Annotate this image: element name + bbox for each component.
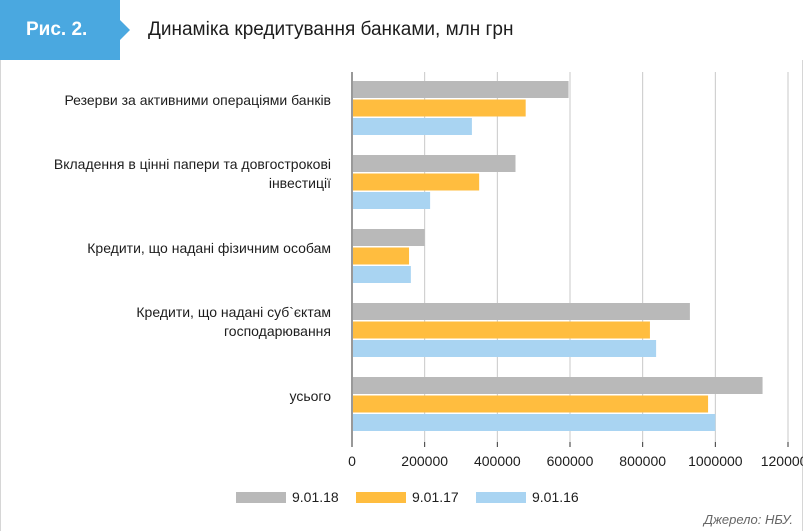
legend-label: 9.01.17 [412, 489, 459, 505]
bar [353, 414, 716, 431]
bar [353, 229, 425, 246]
x-tick-label: 600000 [547, 453, 594, 469]
category-label: Кредити, що надані фізичним особам [87, 239, 331, 256]
figure-header: Рис. 2. Динаміка кредитування банками, м… [0, 0, 803, 60]
bar [353, 118, 472, 135]
x-tick-label: 800000 [619, 453, 666, 469]
legend-label: 9.01.16 [532, 489, 579, 505]
category-label: Вкладення в цінні папери та довгостроков… [53, 156, 331, 191]
bar [353, 247, 410, 265]
bar [353, 303, 690, 320]
legend-item: 9.01.18 [236, 487, 339, 507]
chart-title: Динаміка кредитування банками, млн грн [148, 19, 514, 40]
category-label: Резерви за активними операціями банків [64, 91, 331, 108]
category-label: Кредити, що надані суб`єктам господарюва… [136, 304, 331, 339]
bar [353, 266, 411, 283]
bar [353, 395, 709, 413]
x-tick-label: 400000 [474, 453, 521, 469]
bar [353, 99, 526, 117]
bar [353, 377, 763, 394]
legend-swatch [236, 491, 286, 503]
x-tick-label: 0 [348, 453, 356, 469]
source-note: Джерело: НБУ. [703, 512, 793, 527]
bar [353, 321, 650, 339]
chart-panel [0, 60, 803, 531]
legend-swatch [356, 491, 406, 503]
figure-number-tag: Рис. 2. [0, 0, 120, 60]
legend-swatch [476, 491, 526, 503]
bar [353, 155, 516, 172]
bar [353, 173, 480, 191]
x-tick-label: 1000000 [688, 453, 743, 469]
tag-arrow-icon [120, 20, 130, 40]
legend-item: 9.01.16 [476, 487, 579, 507]
legend-label: 9.01.18 [292, 489, 339, 505]
x-tick-label: 1200000 [761, 453, 803, 469]
bar [353, 340, 657, 357]
chart-legend: 9.01.18 9.01.17 9.01.16 [0, 487, 803, 507]
bar [353, 81, 569, 98]
category-label: усього [289, 387, 331, 404]
legend-item: 9.01.17 [356, 487, 459, 507]
x-tick-label: 200000 [401, 453, 448, 469]
bar [353, 192, 431, 209]
